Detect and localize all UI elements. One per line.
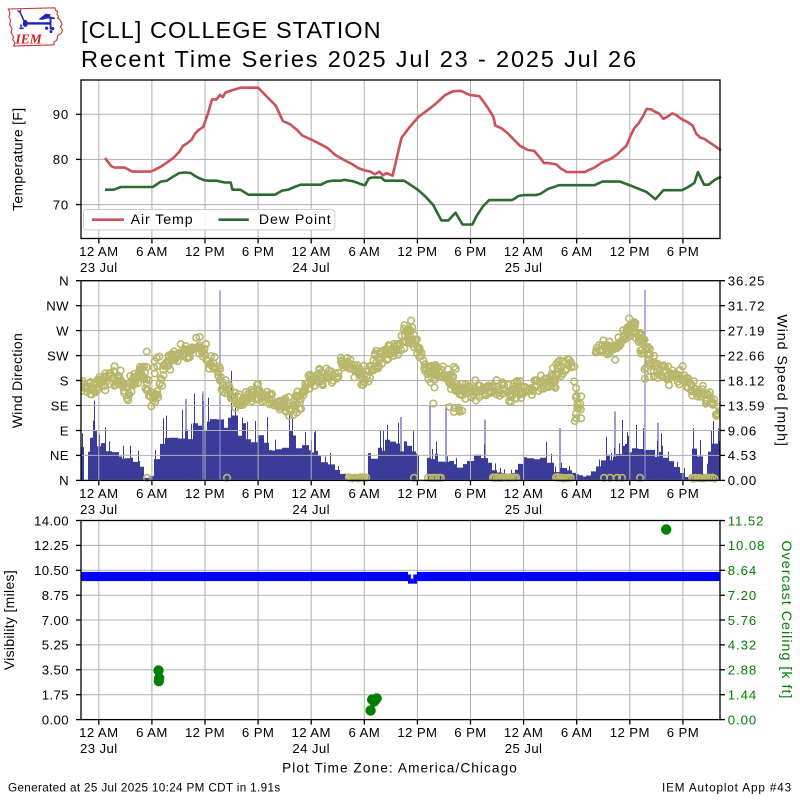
- svg-text:12 PM: 12 PM: [397, 725, 437, 740]
- svg-text:1.75: 1.75: [42, 688, 69, 703]
- svg-text:10.08: 10.08: [728, 538, 766, 553]
- svg-text:Temperature [F]: Temperature [F]: [9, 108, 25, 211]
- svg-text:7.00: 7.00: [42, 613, 69, 628]
- svg-text:12 PM: 12 PM: [397, 486, 437, 501]
- svg-text:3.50: 3.50: [42, 663, 69, 678]
- svg-text:N: N: [59, 274, 69, 289]
- svg-text:80: 80: [53, 152, 69, 167]
- svg-text:6 AM: 6 AM: [348, 725, 380, 740]
- svg-text:25 Jul: 25 Jul: [505, 260, 543, 275]
- svg-text:27.19: 27.19: [728, 323, 766, 338]
- svg-text:NE: NE: [50, 448, 69, 463]
- svg-text:SW: SW: [47, 348, 69, 363]
- svg-text:12 AM: 12 AM: [504, 486, 543, 501]
- svg-text:14.00: 14.00: [34, 513, 69, 528]
- svg-text:N: N: [59, 473, 69, 488]
- svg-text:12 AM: 12 AM: [292, 486, 331, 501]
- svg-text:1.44: 1.44: [728, 688, 757, 703]
- svg-text:Plot Time Zone: America/Chicag: Plot Time Zone: America/Chicago: [282, 761, 518, 776]
- svg-text:5.25: 5.25: [42, 638, 69, 653]
- svg-text:6 PM: 6 PM: [242, 725, 274, 740]
- svg-text:6 PM: 6 PM: [667, 725, 699, 740]
- svg-text:Overcast Ceiling [k ft]: Overcast Ceiling [k ft]: [778, 541, 794, 700]
- svg-text:SE: SE: [51, 398, 69, 413]
- svg-text:12 PM: 12 PM: [185, 725, 225, 740]
- svg-text:IEM: IEM: [15, 32, 43, 47]
- svg-text:12 AM: 12 AM: [79, 244, 118, 259]
- svg-text:6 PM: 6 PM: [667, 486, 699, 501]
- svg-text:24 Jul: 24 Jul: [292, 502, 330, 517]
- svg-text:2.88: 2.88: [728, 663, 757, 678]
- svg-text:6 AM: 6 AM: [561, 486, 593, 501]
- svg-text:Visibility [miles]: Visibility [miles]: [1, 570, 17, 670]
- svg-text:12 PM: 12 PM: [610, 244, 650, 259]
- svg-text:12 AM: 12 AM: [79, 486, 118, 501]
- svg-text:Recent Time Series 2025 Jul 23: Recent Time Series 2025 Jul 23 - 2025 Ju…: [81, 46, 638, 72]
- svg-text:24 Jul: 24 Jul: [292, 260, 330, 275]
- svg-text:12 PM: 12 PM: [185, 244, 225, 259]
- svg-text:31.72: 31.72: [728, 299, 766, 314]
- svg-text:24 Jul: 24 Jul: [292, 741, 330, 756]
- svg-text:10.50: 10.50: [34, 563, 69, 578]
- svg-text:Air Temp: Air Temp: [131, 212, 194, 228]
- svg-text:6 AM: 6 AM: [136, 244, 168, 259]
- svg-text:36.25: 36.25: [728, 274, 766, 289]
- svg-text:Dew Point: Dew Point: [259, 212, 332, 228]
- svg-text:6 PM: 6 PM: [454, 486, 486, 501]
- svg-text:70: 70: [53, 197, 69, 212]
- svg-text:Wind Speed [mph]: Wind Speed [mph]: [774, 314, 790, 447]
- svg-text:9.06: 9.06: [728, 423, 757, 438]
- svg-text:S: S: [60, 373, 69, 388]
- svg-text:13.59: 13.59: [728, 398, 766, 413]
- svg-text:12 PM: 12 PM: [610, 486, 650, 501]
- svg-text:22.66: 22.66: [728, 348, 766, 363]
- svg-text:18.12: 18.12: [728, 373, 766, 388]
- svg-text:23 Jul: 23 Jul: [80, 502, 118, 517]
- svg-text:W: W: [56, 323, 69, 338]
- svg-text:0.00: 0.00: [728, 712, 757, 727]
- svg-text:12.25: 12.25: [34, 538, 69, 553]
- svg-text:8.75: 8.75: [42, 588, 69, 603]
- svg-text:4.53: 4.53: [728, 448, 757, 463]
- svg-text:12 AM: 12 AM: [292, 725, 331, 740]
- svg-text:11.52: 11.52: [728, 513, 765, 528]
- svg-text:4.32: 4.32: [728, 638, 757, 653]
- svg-text:12 AM: 12 AM: [79, 725, 118, 740]
- svg-text:6 AM: 6 AM: [348, 244, 380, 259]
- svg-text:0.00: 0.00: [728, 473, 757, 488]
- svg-text:0.00: 0.00: [42, 712, 69, 727]
- svg-text:12 PM: 12 PM: [185, 486, 225, 501]
- svg-text:E: E: [60, 423, 69, 438]
- svg-text:6 AM: 6 AM: [561, 244, 593, 259]
- svg-text:12 PM: 12 PM: [397, 244, 437, 259]
- svg-text:6 PM: 6 PM: [242, 244, 274, 259]
- svg-text:5.76: 5.76: [728, 613, 757, 628]
- svg-text:23 Jul: 23 Jul: [80, 260, 118, 275]
- svg-text:6 PM: 6 PM: [242, 486, 274, 501]
- svg-text:6 PM: 6 PM: [454, 244, 486, 259]
- svg-text:23 Jul: 23 Jul: [80, 741, 118, 756]
- svg-text:25 Jul: 25 Jul: [505, 741, 543, 756]
- svg-text:7.20: 7.20: [728, 588, 757, 603]
- svg-text:Generated at 25 Jul 2025 10:24: Generated at 25 Jul 2025 10:24 PM CDT in…: [8, 782, 281, 795]
- svg-text:Wind Direction: Wind Direction: [9, 333, 25, 428]
- svg-text:25 Jul: 25 Jul: [505, 502, 543, 517]
- svg-text:8.64: 8.64: [728, 563, 757, 578]
- svg-text:90: 90: [53, 107, 69, 122]
- svg-text:12 AM: 12 AM: [292, 244, 331, 259]
- svg-text:12 AM: 12 AM: [504, 725, 543, 740]
- svg-text:IEM Autoplot App #43: IEM Autoplot App #43: [662, 782, 792, 795]
- svg-text:6 PM: 6 PM: [667, 244, 699, 259]
- svg-text:NW: NW: [46, 299, 69, 314]
- svg-text:6 PM: 6 PM: [454, 725, 486, 740]
- svg-text:[CLL] COLLEGE STATION: [CLL] COLLEGE STATION: [81, 17, 382, 43]
- svg-text:12 PM: 12 PM: [610, 725, 650, 740]
- svg-text:6 AM: 6 AM: [136, 486, 168, 501]
- svg-text:6 AM: 6 AM: [561, 725, 593, 740]
- svg-text:12 AM: 12 AM: [504, 244, 543, 259]
- svg-text:6 AM: 6 AM: [348, 486, 380, 501]
- svg-text:6 AM: 6 AM: [136, 725, 168, 740]
